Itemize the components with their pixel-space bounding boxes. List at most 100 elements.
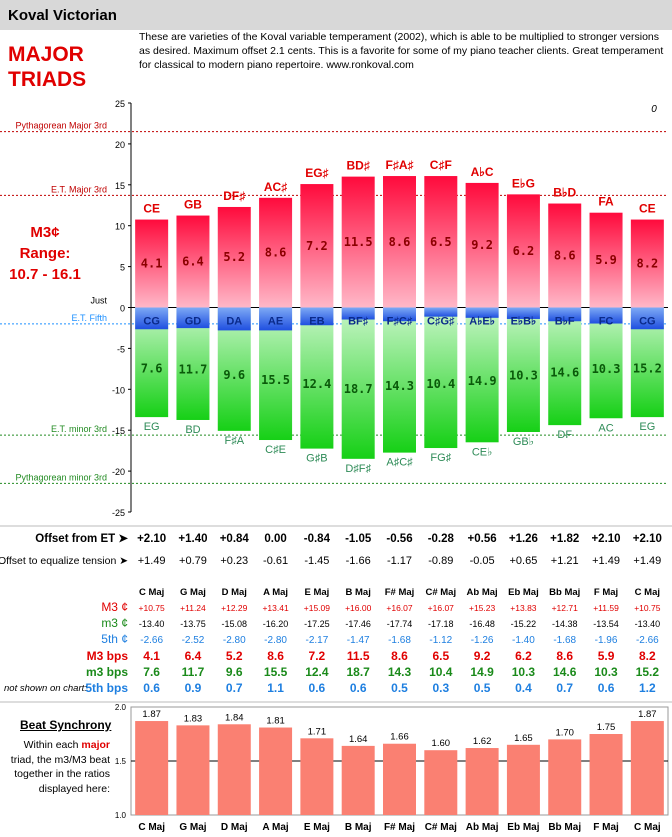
M3c-cell: +15.23	[469, 603, 496, 613]
M3c-cell: +11.24	[180, 603, 206, 613]
range-label-line3: 10.7 - 16.1	[9, 266, 81, 283]
M3bps-cell: 9.2	[474, 649, 491, 663]
bottom-note-label: DF	[557, 429, 572, 441]
m3-bar	[300, 307, 334, 449]
beat-value-label: 1.87	[142, 709, 161, 720]
ref-label: Pythagorean Major 3rd	[15, 121, 107, 131]
page-heading: MAJOR TRIADS	[8, 43, 87, 91]
range-label-line2: Range:	[19, 245, 71, 262]
m3bps-cell: 11.7	[182, 665, 205, 679]
y-tick-label: 0	[120, 304, 125, 314]
beat-category-label: E Maj	[304, 822, 330, 833]
key-header-cell: F# Maj	[385, 587, 415, 598]
M3-bar	[259, 197, 293, 308]
fifth-bar	[589, 307, 623, 324]
fifthc-cell: -1.47	[347, 635, 370, 646]
fifthc-cell: -1.68	[553, 635, 576, 646]
m3c-cell: -16.20	[263, 619, 289, 629]
equalize-cell: -1.17	[387, 555, 412, 567]
offset-cell: +0.84	[220, 533, 250, 545]
bottom-note-label: EG	[639, 421, 655, 433]
fifthbps-cell: 0.9	[185, 681, 202, 695]
fifth-bar	[176, 307, 210, 329]
bottom-note-label: GB♭	[513, 436, 534, 448]
offset-cell: +2.10	[633, 533, 662, 545]
M3c-cell: +16.00	[345, 603, 372, 613]
fifthc-cell: -1.96	[595, 635, 618, 646]
key-header-cell: C Maj	[139, 587, 164, 598]
fifth-note-label: DA	[226, 316, 242, 328]
fifth-note-label: AE	[268, 316, 283, 328]
offset-cell: -0.28	[428, 533, 455, 545]
m3c-cell: -15.22	[511, 619, 537, 629]
top-note-label: AC♯	[264, 180, 287, 194]
fifthc-cell: -1.68	[388, 635, 411, 646]
beat-bar	[341, 745, 375, 815]
m3bps-cell: 9.6	[226, 665, 243, 679]
equalize-cell: -0.61	[263, 555, 288, 567]
range-label: M3¢ Range: 10.7 - 16.1	[0, 222, 90, 285]
m3-bar	[341, 307, 375, 459]
M3bps-cell: 4.1	[143, 649, 160, 663]
beat-heading: Beat Synchrony	[20, 718, 112, 732]
equalize-cell: +0.79	[179, 555, 207, 567]
top-note-label: A♭C	[471, 165, 494, 179]
fifth-bar	[465, 307, 499, 318]
beat-category-label: F Maj	[593, 822, 619, 833]
m3bps-label: m3 bps	[86, 665, 128, 679]
m3-bps-label: 11.7	[179, 363, 208, 377]
M3-bps-label: 5.9	[595, 253, 617, 267]
m3-bar	[589, 307, 623, 419]
M3bps-cell: 8.6	[391, 649, 408, 663]
m3-bps-label: 10.3	[592, 362, 621, 376]
beat-text: Within each major triad, the m3/M3 beat …	[6, 738, 110, 796]
M3-bar	[548, 203, 582, 308]
M3c-cell: +10.75	[634, 603, 661, 613]
beat-value-label: 1.84	[225, 712, 244, 723]
beat-value-label: 1.75	[597, 722, 616, 733]
equalize-cell: -0.89	[428, 555, 453, 567]
m3c-cell: -13.40	[635, 619, 661, 629]
ref-label: Pythagorean minor 3rd	[15, 472, 107, 482]
fifth-note-label: A♭E♭	[469, 316, 495, 328]
key-header-cell: C# Maj	[425, 587, 456, 598]
description: These are varieties of the Koval variabl…	[139, 31, 664, 71]
equalize-label: Offset to equalize tension ➤	[0, 555, 128, 567]
fifth-note-label: E♭B♭	[511, 316, 537, 328]
app-title: Koval Victorian	[8, 7, 117, 24]
fifth-note-label: C♯G♯	[427, 316, 455, 328]
corner-value: 0	[651, 104, 657, 115]
beat-category-label: C Maj	[138, 822, 165, 833]
m3bps-cell: 10.4	[429, 665, 453, 679]
M3-bar	[300, 184, 334, 308]
fifthc-cell: -2.17	[305, 635, 328, 646]
offset-label: Offset from ET ➤	[35, 533, 129, 545]
beat-value-label: 1.71	[308, 726, 327, 737]
y-tick-label: -5	[117, 344, 125, 354]
bottom-note-label: BD	[185, 424, 200, 436]
offset-cell: +2.10	[137, 533, 166, 545]
key-header-cell: Bb Maj	[549, 587, 580, 598]
m3-bar	[548, 307, 582, 426]
M3-bar	[176, 215, 210, 308]
offset-cell: +0.56	[468, 533, 497, 545]
equalize-cell: +1.49	[633, 555, 661, 567]
m3bps-cell: 12.4	[305, 665, 329, 679]
top-note-label: DF♯	[223, 189, 245, 203]
M3-bps-label: 8.6	[554, 249, 576, 263]
key-header-cell: B Maj	[346, 587, 371, 598]
offset-cell: -0.84	[304, 533, 331, 545]
fifthc-cell: -2.52	[182, 635, 205, 646]
fifthbps-cell: 0.6	[143, 681, 160, 695]
fifth-note-label: F♯C♯	[387, 316, 413, 328]
equalize-cell: -1.66	[346, 555, 371, 567]
beat-value-label: 1.64	[349, 734, 368, 745]
fifthbps-cell: 0.5	[474, 681, 491, 695]
fifthc-cell: -1.40	[512, 635, 535, 646]
bottom-note-label: A♯C♯	[386, 457, 413, 469]
ref-label: Just	[90, 296, 107, 306]
M3bps-cell: 6.2	[515, 649, 532, 663]
offset-cell: +1.82	[550, 533, 579, 545]
key-header-cell: Ab Maj	[467, 587, 498, 598]
fifth-bar	[506, 307, 540, 319]
